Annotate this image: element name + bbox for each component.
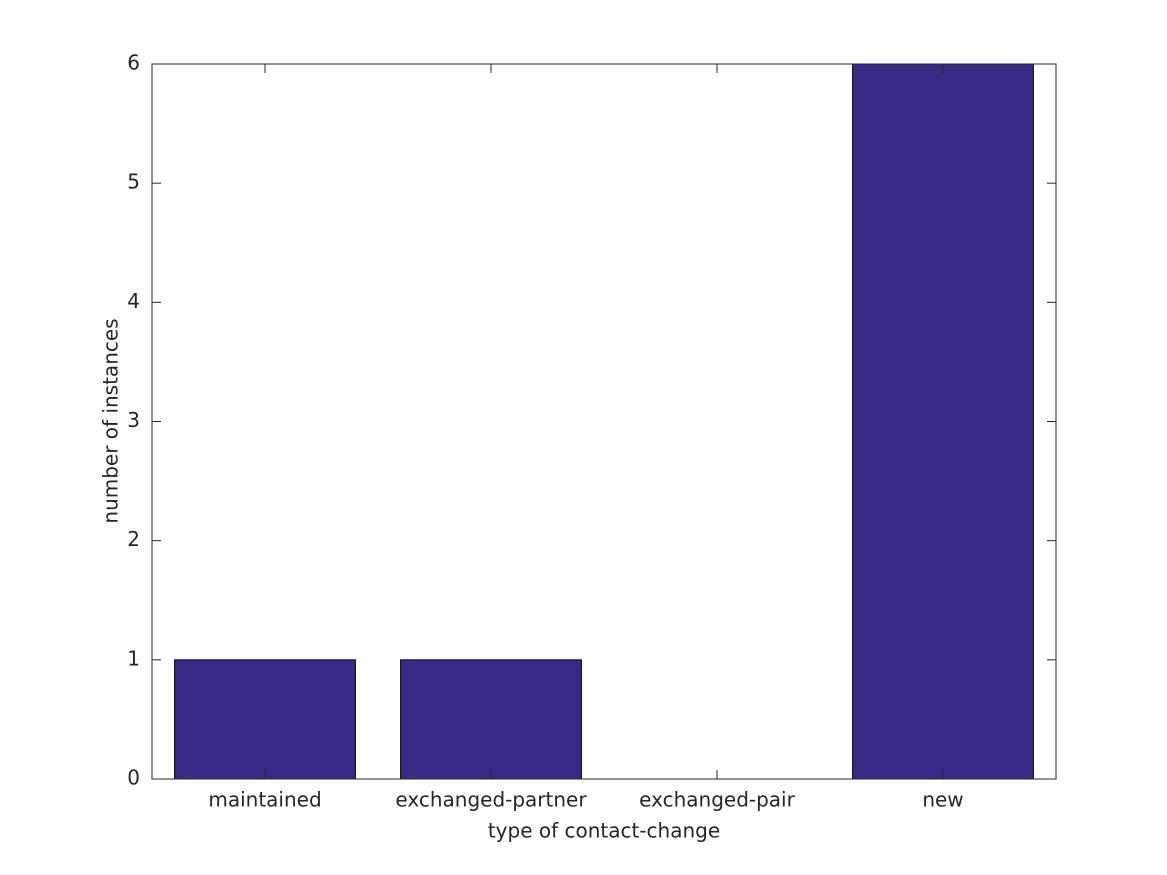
x-tick-label: exchanged-pair xyxy=(639,788,795,812)
y-tick-label: 0 xyxy=(127,766,140,790)
y-tick-label: 4 xyxy=(127,289,140,313)
x-tick-label: exchanged-partner xyxy=(395,788,587,812)
x-tick-label: new xyxy=(922,788,963,812)
y-axis-label: number of instances xyxy=(99,318,123,523)
y-tick-label: 5 xyxy=(127,170,140,194)
y-tick-label: 2 xyxy=(127,527,140,551)
bar xyxy=(174,659,356,780)
y-tick-label: 6 xyxy=(127,51,140,75)
x-axis-label: type of contact-change xyxy=(488,819,720,843)
x-tick-label: maintained xyxy=(208,788,321,812)
bar xyxy=(400,659,582,780)
y-tick-label: 3 xyxy=(127,408,140,432)
bar xyxy=(852,63,1034,780)
y-tick-label: 1 xyxy=(127,646,140,670)
